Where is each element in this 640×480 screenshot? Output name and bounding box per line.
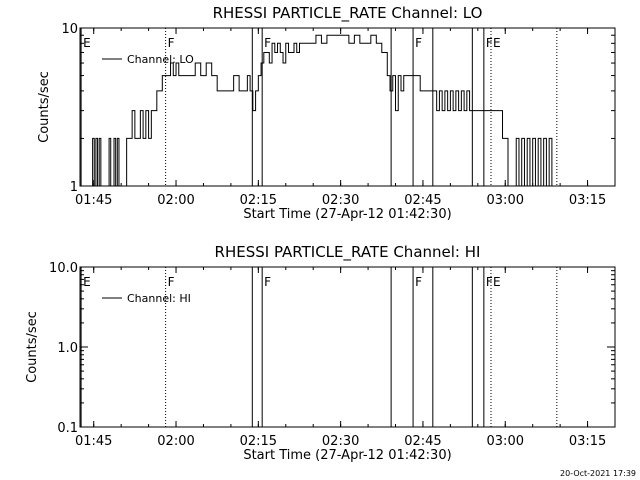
y-axis-label: Counts/sec [25, 311, 40, 383]
event-marker-label: E [493, 36, 501, 50]
plot-frame [79, 266, 616, 428]
x-tick-label: 02:00 [157, 193, 194, 208]
x-tick-label: 01:45 [75, 434, 112, 449]
x-tick-label: 02:30 [322, 434, 359, 449]
footer-timestamp: 20-Oct-2021 17:39 [560, 469, 636, 478]
x-tick-label: 01:45 [75, 193, 112, 208]
x-tick-label: 02:00 [157, 434, 194, 449]
x-tick-label: 02:30 [322, 193, 359, 208]
event-marker-label: F [486, 275, 493, 289]
x-tick-label: 03:15 [569, 434, 606, 449]
x-tick-label: 03:15 [569, 193, 606, 208]
y-axis-label: Counts/sec [37, 71, 52, 143]
x-axis-label: Start Time (27-Apr-12 01:42:30) [243, 448, 451, 463]
event-marker-label: E [493, 275, 501, 289]
event-marker-label: F [415, 36, 422, 50]
legend-label: Channel: HI [127, 292, 191, 305]
chart-title: RHESSI PARTICLE_RATE Channel: LO [213, 4, 483, 23]
legend-label: Channel: LO [127, 53, 194, 66]
event-marker-label: F [415, 275, 422, 289]
chart-title: RHESSI PARTICLE_RATE Channel: HI [215, 243, 481, 262]
event-marker-label: F [264, 275, 271, 289]
y-tick-label: 1.0 [57, 341, 78, 356]
x-tick-label: 02:45 [404, 193, 441, 208]
x-tick-label: 02:15 [240, 193, 277, 208]
event-marker-label: F [264, 36, 271, 50]
event-marker-label: E [83, 36, 91, 50]
x-tick-label: 03:00 [487, 434, 524, 449]
event-marker-label: F [168, 275, 175, 289]
hi-channel-panel: RHESSI PARTICLE_RATE Channel: HI 01:45 02:… [25, 243, 616, 463]
y-tick-label: 10.0 [49, 261, 78, 276]
x-tick-label: 03:00 [487, 193, 524, 208]
lo-channel-panel: RHESSI PARTICLE_RATE Channel: LO 01:45 02:… [37, 4, 616, 222]
x-tick-label: 02:45 [404, 434, 441, 449]
y-tick-label: 0.1 [57, 421, 78, 436]
plot-frame [79, 27, 616, 187]
x-tick-label: 02:15 [240, 434, 277, 449]
event-marker-label: F [486, 36, 493, 50]
x-axis-label: Start Time (27-Apr-12 01:42:30) [243, 207, 451, 222]
y-tick-label: 10 [61, 22, 78, 37]
y-tick-label: 1 [70, 180, 78, 195]
series-line-1 [90, 34, 555, 187]
event-marker-label: E [83, 275, 91, 289]
event-marker-label: F [168, 36, 175, 50]
